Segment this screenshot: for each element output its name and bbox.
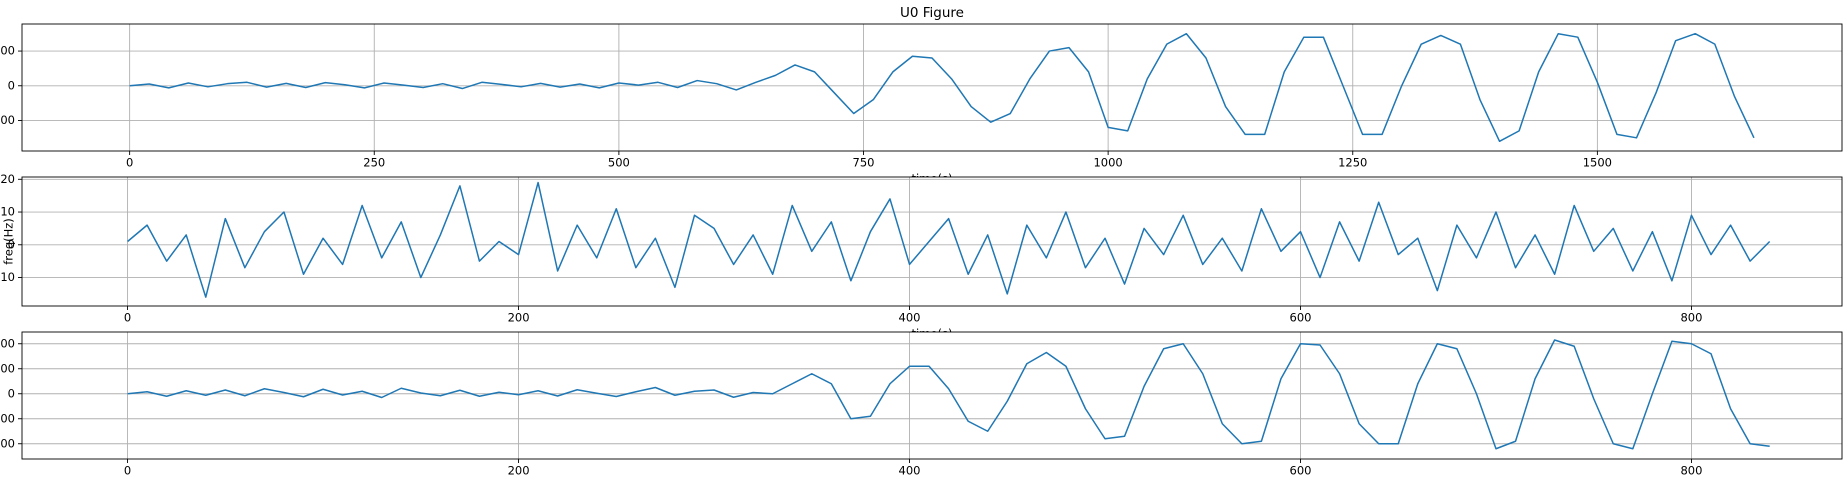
y-tick-label: 0	[8, 386, 15, 400]
x-tick-label: 0	[124, 464, 131, 478]
axes-frame	[21, 331, 1843, 460]
y-tick-label: -100	[0, 113, 15, 127]
axes-frame	[21, 176, 1843, 307]
y-tick-label: 200	[0, 336, 15, 350]
x-tick-label: 400	[899, 311, 921, 325]
y-tick-label: -200	[0, 436, 15, 450]
x-tick-label: 200	[508, 464, 530, 478]
y-tick-label: 10	[0, 205, 15, 219]
y-tick-label: 0	[8, 237, 15, 251]
x-tick-label: 1250	[1338, 156, 1367, 170]
x-tick-label: 600	[1290, 464, 1312, 478]
y-tick-label: 100	[0, 44, 15, 58]
axes-background	[22, 332, 1842, 459]
axes-background	[22, 177, 1842, 306]
x-tick-label: 0	[124, 311, 131, 325]
data-line	[129, 32, 1755, 143]
data-line	[127, 181, 1771, 298]
x-tick-label: 200	[508, 311, 530, 325]
x-tick-label: 1500	[1583, 156, 1612, 170]
axes-background	[22, 24, 1842, 151]
x-tick-label: 800	[1680, 464, 1702, 478]
axes-frame	[21, 23, 1843, 152]
y-tick-label: 20	[0, 172, 15, 186]
chart-title: U0 Figure	[900, 5, 964, 21]
y-axis-label: freq(Hz)	[2, 218, 16, 265]
x-tick-label: 600	[1290, 311, 1312, 325]
x-tick-label: 0	[126, 156, 133, 170]
x-tick-label: 500	[608, 156, 630, 170]
y-tick-label: -100	[0, 411, 15, 425]
x-tick-label: 800	[1680, 311, 1702, 325]
y-tick-label: -10	[0, 270, 15, 284]
data-line	[127, 339, 1770, 450]
y-tick-label: 0	[8, 78, 15, 92]
x-tick-label: 750	[853, 156, 875, 170]
x-tick-label: 1000	[1093, 156, 1122, 170]
x-tick-label: 400	[899, 464, 921, 478]
x-tick-label: 250	[363, 156, 385, 170]
y-tick-label: 100	[0, 361, 15, 375]
